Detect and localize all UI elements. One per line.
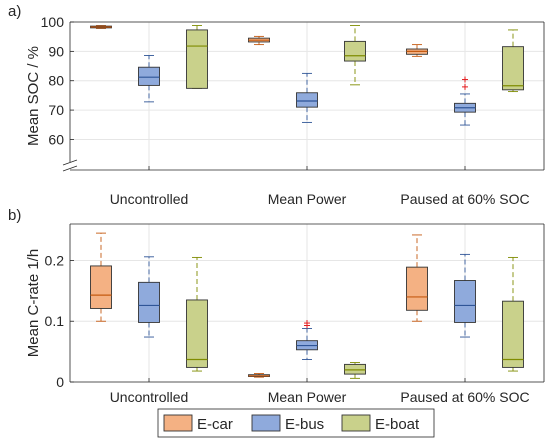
box-e-boat	[502, 256, 524, 372]
x-tick-label: Uncontrolled	[110, 191, 189, 207]
box-iqr	[406, 266, 428, 311]
legend-frame	[157, 408, 435, 438]
box-e-bus	[138, 55, 160, 103]
y-tick-label: 70	[48, 102, 64, 118]
box-e-boat	[344, 362, 366, 379]
y-axis-label: Mean SOC / %	[25, 46, 42, 146]
axis-break-mark	[62, 165, 78, 172]
box-e-car	[90, 25, 112, 29]
legend-swatch-e-car	[163, 414, 193, 432]
box-e-bus	[296, 72, 318, 123]
legend-label: E-car	[197, 416, 233, 433]
box-e-bus	[296, 320, 318, 360]
y-tick-label: 60	[48, 131, 64, 147]
box-iqr	[344, 40, 366, 62]
box-e-car	[248, 373, 270, 378]
box-iqr	[296, 92, 318, 108]
x-tick-label: Uncontrolled	[110, 389, 189, 405]
y-axis-label: Mean C-rate 1/h	[25, 249, 42, 357]
box-e-bus	[454, 76, 476, 126]
box-e-car	[406, 44, 428, 57]
box-e-boat	[502, 29, 524, 93]
y-tick-label: 0.1	[45, 313, 65, 329]
axis-break-mark	[62, 159, 78, 166]
box-e-car	[90, 232, 112, 322]
box-iqr	[90, 265, 112, 309]
x-tick-label: Mean Power	[268, 191, 347, 207]
panel-label: a)	[8, 3, 21, 20]
box-iqr	[138, 281, 160, 323]
box-e-boat	[344, 25, 366, 86]
y-tick-label: 100	[41, 14, 65, 30]
x-tick-label: Mean Power	[268, 389, 347, 405]
legend-swatch-e-boat	[341, 414, 371, 432]
y-tick-label: 0.2	[45, 252, 65, 268]
y-tick-label: 90	[48, 43, 64, 59]
legend-label: E-bus	[285, 416, 324, 433]
x-tick-label: Paused at 60% SOC	[400, 191, 529, 207]
legend: E-car E-bus E-boat	[157, 408, 435, 438]
box-e-car	[248, 35, 270, 46]
box-e-bus	[138, 256, 160, 338]
x-tick-label: Paused at 60% SOC	[400, 389, 529, 405]
panel-label: b)	[8, 207, 21, 224]
box-e-car	[406, 234, 428, 322]
box-e-bus	[454, 253, 476, 338]
legend-swatch-e-bus	[251, 414, 281, 432]
box-iqr	[344, 363, 366, 375]
box-iqr	[502, 46, 524, 91]
box-iqr	[186, 299, 208, 368]
y-tick-label: 0	[56, 374, 64, 390]
y-tick-label: 80	[48, 73, 64, 89]
box-iqr	[186, 29, 208, 89]
panel-b-crate: 0 0.1 0.2 Uncontrolled Mean Power Paused at 6…	[8, 207, 545, 405]
box-iqr	[502, 300, 524, 368]
box-e-boat	[186, 25, 208, 89]
box-iqr	[138, 66, 160, 86]
box-iqr	[454, 280, 476, 323]
box-e-boat	[186, 256, 208, 372]
legend-label: E-boat	[375, 416, 420, 433]
panel-a-soc: 60 70 80 90 100 Uncontrolled Mean Power Paused …	[8, 3, 545, 207]
